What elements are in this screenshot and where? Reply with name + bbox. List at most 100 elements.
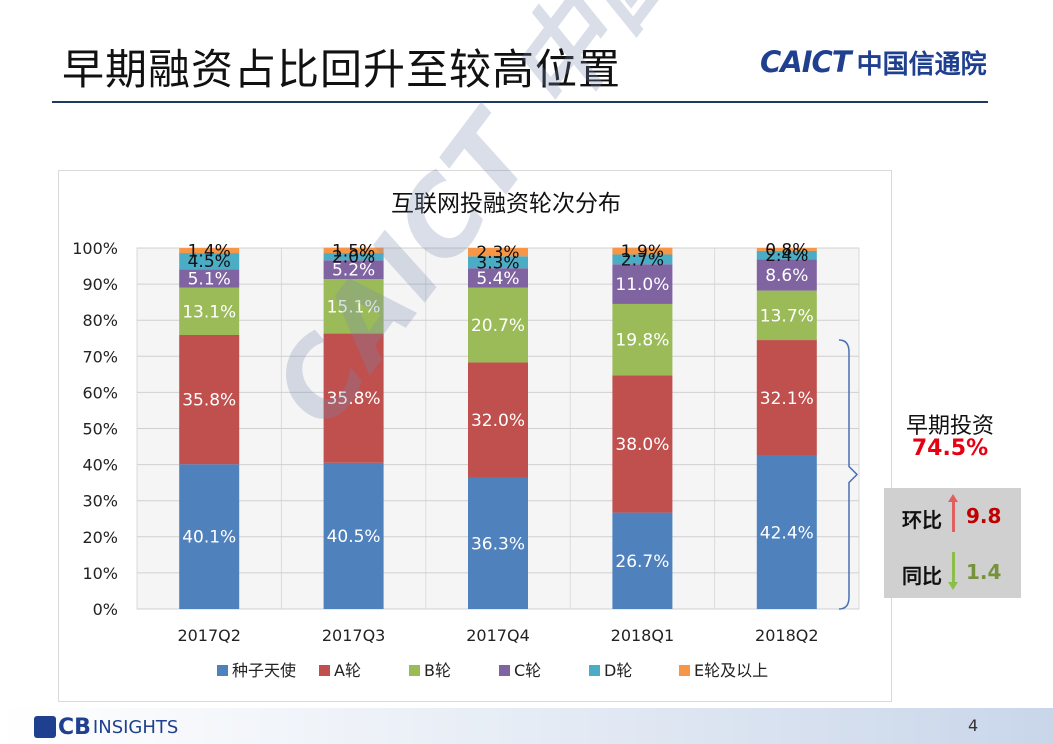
bar-segment [323, 333, 384, 463]
y-tick-label: 40% [82, 456, 118, 475]
bar-segment [179, 248, 240, 254]
cb-insights-logo: CB INSIGHTS [34, 714, 178, 740]
stacked-bar-chart: 互联网投融资轮次分布 0% 10% 20% 30% 40% 50% 60% 70% 80% 90% 1… [72, 191, 860, 680]
yoy-value: 1.4 [966, 560, 1002, 584]
data-label: 11.0% [615, 275, 669, 295]
y-tick-label: 20% [82, 528, 118, 547]
legend-label: A轮 [334, 661, 361, 680]
bar-segment [323, 279, 384, 334]
data-label: 20.7% [471, 316, 525, 336]
bar-segment [468, 256, 528, 269]
data-label: 36.3% [471, 534, 525, 554]
bar-segment [756, 290, 817, 341]
arrow-down-icon [948, 552, 958, 590]
yoy-label: 同比 [902, 564, 942, 588]
data-label: 3.3% [476, 253, 519, 273]
legend-label: B轮 [424, 661, 451, 680]
legend-swatch [409, 665, 420, 676]
legend-label: 种子天使 [232, 661, 296, 680]
data-label: 13.7% [760, 306, 814, 326]
arrow-up-icon [948, 494, 958, 532]
bar-segment [612, 375, 673, 513]
qoq-label: 环比 [902, 508, 942, 532]
legend-label: E轮及以上 [694, 661, 768, 680]
data-label: 26.7% [615, 552, 669, 572]
bar-segment [179, 253, 240, 270]
data-label: 42.4% [760, 523, 814, 543]
bar-segment [468, 248, 528, 257]
bar-segment [756, 455, 817, 609]
y-tick-label: 100% [72, 239, 118, 258]
chart-frame: 互联网投融资轮次分布 0% 10% 20% 30% 40% 50% 60% 70% 80% 90% 1… [58, 170, 892, 702]
data-label: 2.7% [621, 250, 664, 270]
data-label: 2.0% [332, 248, 375, 268]
logo-cn-text: 中国信通院 [856, 49, 987, 80]
legend-swatch [589, 665, 600, 676]
page-number: 4 [968, 716, 979, 735]
bar-segment [323, 253, 384, 261]
data-label: 2.4% [765, 246, 808, 266]
legend-swatch [499, 665, 510, 676]
bar-segment [612, 247, 673, 255]
legend-swatch [319, 665, 330, 676]
x-tick-label: 2018Q2 [755, 626, 819, 645]
early-stage-callout-value: 74.5% [911, 436, 989, 461]
legend-label: D轮 [604, 661, 632, 680]
early-stage-brace [838, 339, 859, 610]
data-label: 35.8% [182, 391, 236, 411]
bar-segment [612, 303, 673, 376]
data-label: 40.1% [182, 528, 236, 548]
bar-segment [179, 269, 240, 288]
data-label: 19.8% [615, 331, 669, 351]
bar-segment [756, 259, 817, 291]
bar-segment [756, 248, 817, 251]
caict-logo: CAICT 中国信通院 [760, 44, 987, 80]
bar-segment [468, 287, 528, 363]
y-tick-label: 30% [82, 492, 118, 511]
data-label: 40.5% [327, 527, 381, 547]
legend-label: C轮 [514, 661, 541, 680]
x-tick-label: 2017Q2 [177, 626, 241, 645]
chart-title: 互联网投融资轮次分布 [391, 191, 621, 217]
data-label: 5.4% [476, 269, 519, 289]
legend-swatch [217, 665, 228, 676]
data-label: 2.3% [476, 243, 519, 263]
bar-segment [323, 247, 384, 254]
data-label: 5.2% [332, 261, 375, 281]
title-divider [52, 101, 988, 103]
early-stage-callout-title: 早期投资 [905, 414, 994, 439]
data-label: 4.5% [188, 252, 231, 272]
insights-logo-text: INSIGHTS [92, 716, 179, 738]
data-label: 15.1% [327, 297, 381, 317]
bar-segment [612, 264, 673, 304]
footer-band [0, 708, 1053, 744]
bar-segment [323, 462, 384, 609]
data-label: 0.8% [765, 240, 808, 260]
y-tick-label: 60% [82, 383, 118, 402]
data-label: 38.0% [615, 435, 669, 455]
y-tick-label: 90% [82, 275, 118, 294]
y-tick-label: 10% [82, 564, 118, 583]
data-label: 32.1% [760, 389, 814, 409]
data-label: 5.1% [188, 270, 231, 290]
bar-segment [468, 477, 528, 609]
y-tick-label: 50% [82, 420, 118, 439]
x-tick-label: 2018Q1 [611, 626, 675, 645]
legend-swatch [679, 665, 690, 676]
bar-segment [468, 362, 528, 478]
data-label: 13.1% [182, 302, 236, 322]
logo-latin-text: CAICT [760, 45, 852, 79]
slide-title: 早期融资占比回升至较高位置 [62, 45, 622, 94]
x-tick-label: 2017Q4 [466, 626, 530, 645]
data-label: 1.5% [332, 241, 375, 261]
data-label: 1.4% [188, 242, 231, 262]
qoq-value: 9.8 [966, 504, 1002, 528]
y-tick-label: 0% [93, 600, 118, 619]
bar-segment [323, 260, 384, 280]
change-summary-box: 环比 9.8 同比 1.4 [884, 488, 1021, 598]
bar-segment [179, 464, 240, 609]
bar-segment [756, 250, 817, 260]
data-label: 35.8% [327, 389, 381, 409]
bar-segment [612, 254, 673, 265]
data-label: 8.6% [765, 266, 808, 286]
